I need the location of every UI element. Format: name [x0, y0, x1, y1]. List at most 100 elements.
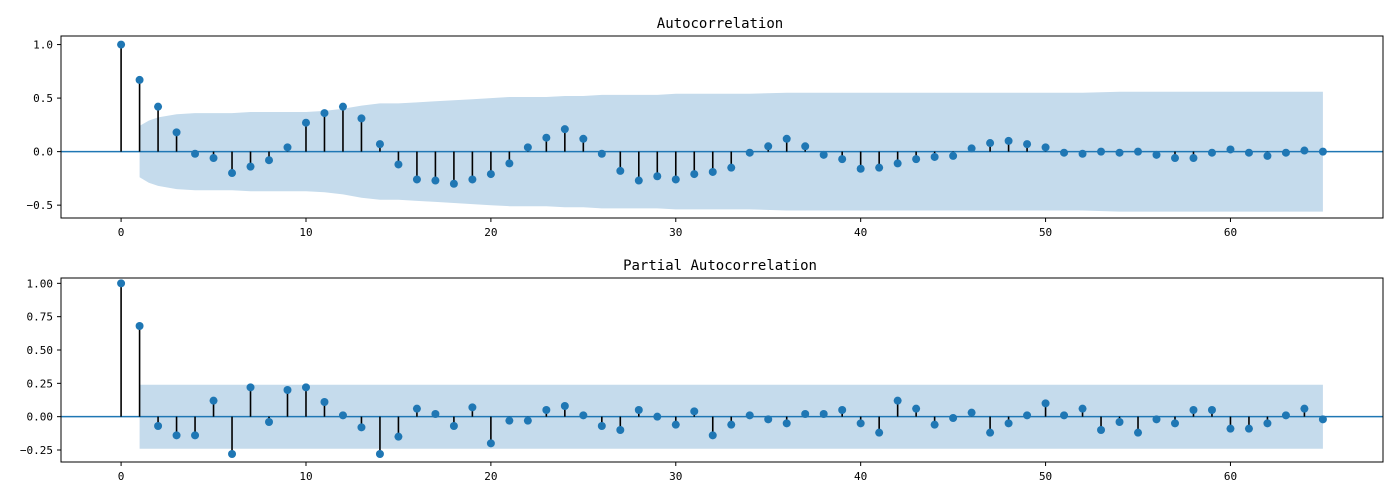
pacf-marker [1041, 399, 1050, 408]
acf-marker [357, 114, 366, 123]
acf-marker [1226, 145, 1235, 154]
acf-marker [1263, 151, 1272, 160]
acf-marker [1152, 150, 1161, 159]
acf-marker [875, 163, 884, 172]
acf-marker [320, 109, 329, 118]
pacf-marker [1078, 404, 1087, 413]
pacf-marker [135, 322, 144, 330]
pacf-ytick-label: 1.00 [27, 277, 54, 290]
pacf-marker [505, 416, 514, 425]
pacf-marker [1281, 411, 1290, 420]
acf-marker [468, 175, 477, 184]
pacf-ytick-label: 0.75 [27, 311, 54, 324]
pacf-marker [708, 431, 717, 440]
pacf-marker [320, 398, 329, 406]
acf-marker [801, 142, 810, 151]
pacf-marker [634, 406, 643, 414]
pacf-marker [394, 432, 403, 441]
acf-xtick-label: 20 [484, 226, 497, 239]
pacf-xtick-label: 20 [484, 470, 497, 483]
pacf-marker [1207, 406, 1216, 414]
pacf-marker [117, 279, 126, 288]
acf-marker [265, 156, 274, 165]
acf-x-ticks: 0 10 20 30 40 50 60 [118, 218, 1237, 239]
acf-marker [1281, 148, 1290, 157]
pacf-markers-layer [117, 279, 1327, 458]
pacf-panel: Partial Autocorrelation 0 10 20 30 40 50… [20, 258, 1384, 483]
acf-marker [1189, 154, 1198, 163]
acf-marker [338, 102, 347, 111]
acf-xtick-label: 30 [669, 226, 682, 239]
pacf-axes-frame [60, 277, 1384, 463]
pacf-marker [1134, 428, 1143, 437]
pacf-marker [154, 422, 163, 430]
pacf-xtick-label: 30 [669, 470, 682, 483]
acf-marker [727, 163, 736, 172]
acf-marker [560, 125, 569, 134]
acf-ytick-label: 0.0 [33, 146, 53, 159]
acf-marker [209, 154, 218, 163]
acf-marker [690, 170, 699, 179]
pacf-marker [265, 418, 274, 426]
pacf-marker [1004, 419, 1013, 428]
pacf-marker [375, 450, 384, 458]
acf-marker [708, 167, 717, 176]
pacf-marker [283, 386, 292, 394]
pacf-marker [542, 406, 551, 414]
pacf-marker [893, 396, 902, 405]
acf-marker [912, 155, 921, 164]
pacf-marker [449, 422, 458, 430]
acf-marker [228, 169, 237, 178]
acf-markers-layer [117, 40, 1327, 188]
pacf-title: Partial Autocorrelation [623, 258, 817, 274]
pacf-marker [671, 420, 680, 429]
acf-marker [893, 159, 902, 168]
pacf-xtick-label: 60 [1224, 470, 1237, 483]
acf-marker [117, 40, 126, 49]
pacf-marker [338, 411, 347, 420]
acf-marker [1004, 136, 1013, 145]
pacf-marker [1300, 404, 1309, 413]
acf-marker [819, 150, 828, 159]
pacf-marker [653, 412, 662, 421]
acf-marker [782, 134, 791, 143]
acf-ytick-label: 1.0 [33, 39, 53, 52]
pacf-marker [579, 411, 588, 420]
acf-marker [967, 144, 976, 153]
acf-marker [1078, 149, 1087, 158]
acf-title: Autocorrelation [657, 16, 783, 32]
pacf-marker [560, 402, 569, 410]
pacf-marker [191, 431, 200, 440]
pacf-marker [1318, 415, 1327, 424]
acf-marker [449, 179, 458, 188]
pacf-marker [1189, 406, 1198, 414]
pacf-marker [1244, 424, 1253, 433]
pacf-marker [301, 383, 310, 392]
pacf-marker [209, 396, 218, 405]
acf-marker [1300, 146, 1309, 155]
acf-marker [1207, 148, 1216, 157]
pacf-y-ticks: 1.00 0.75 0.50 0.25 0.00 −0.25 [20, 277, 61, 457]
pacf-marker [1263, 419, 1272, 428]
pacf-marker [1097, 426, 1106, 434]
acf-marker [412, 175, 421, 184]
acf-marker [671, 175, 680, 184]
acf-marker [1041, 143, 1050, 152]
acf-marker [1023, 140, 1032, 149]
acf-y-ticks: 1.0 0.5 0.0 −0.5 [27, 39, 61, 212]
pacf-marker [228, 450, 237, 458]
acf-panel: Autocorrelation 0 10 20 30 40 50 60 1.0 … [27, 16, 1384, 239]
pacf-marker [764, 415, 773, 424]
acf-xtick-label: 0 [118, 226, 125, 239]
pacf-marker [745, 411, 754, 420]
pacf-marker [782, 419, 791, 428]
pacf-marker [1115, 418, 1124, 426]
acf-marker [1097, 147, 1106, 156]
pacf-marker [1023, 411, 1032, 420]
pacf-marker [468, 403, 477, 412]
pacf-marker [819, 410, 828, 418]
pacf-marker [597, 422, 606, 430]
acf-marker [301, 118, 310, 127]
pacf-marker [523, 416, 532, 425]
acf-xtick-label: 50 [1039, 226, 1052, 239]
